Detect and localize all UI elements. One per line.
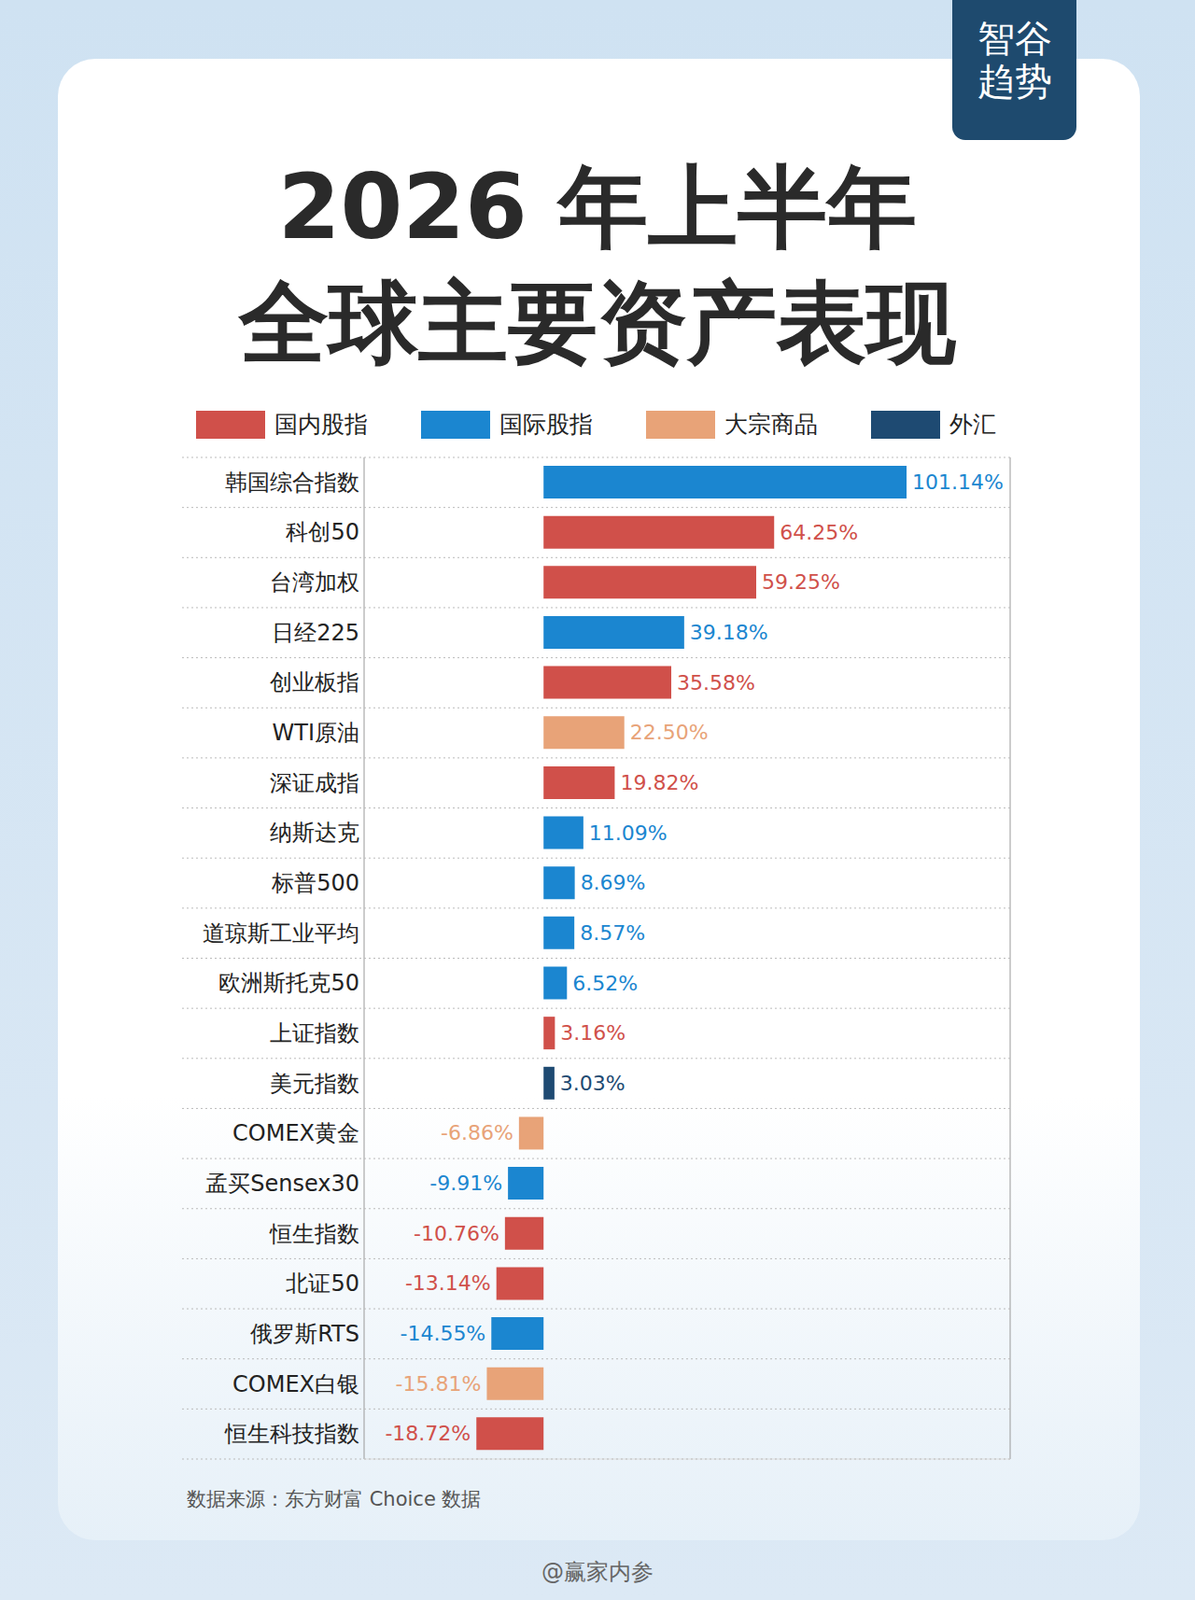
svg-text:8.69%: 8.69% [580,871,647,895]
html-text:数据来源：东方财富 Choice 数据: 数据来源：东方财富 Choice 数据 [186,1488,482,1511]
html-text:国际股指: 国际股指 [499,410,593,438]
svg-text:恒生科技指数: 恒生科技指数 [224,1420,360,1448]
svg-text:WTI原油: WTI原油 [272,719,360,746]
svg-text:3.16%: 3.16% [560,1021,626,1045]
html-text:国内股指: 国内股指 [274,410,368,438]
svg-text:上证指数: 上证指数 [269,1020,360,1047]
svg-text:美元指数: 美元指数 [269,1070,360,1097]
svg-text:-9.91%: -9.91% [429,1171,503,1195]
html-text:智谷趋势: 智谷趋势 [977,16,1052,103]
svg-text:101.14%: 101.14% [912,470,1004,494]
svg-text:标普500: 标普500 [270,870,360,897]
svg-text:-13.14%: -13.14% [405,1271,492,1295]
html-text:@赢家内参: @赢家内参 [541,1559,654,1586]
svg-text:深证成指: 深证成指 [269,770,360,797]
svg-text:纳斯达克: 纳斯达克 [269,819,360,846]
svg-text:台湾加权: 台湾加权 [269,569,360,596]
svg-text:恒生指数: 恒生指数 [268,1221,360,1248]
svg-text:-15.81%: -15.81% [395,1372,482,1396]
svg-text:孟买Sensex30: 孟买Sensex30 [205,1170,360,1197]
svg-text:59.25%: 59.25% [761,570,841,594]
svg-text:-14.55%: -14.55% [399,1321,486,1346]
svg-text:欧洲斯托克50: 欧洲斯托克50 [218,970,360,997]
svg-text:35.58%: 35.58% [676,671,756,695]
svg-text:3.03%: 3.03% [560,1071,626,1096]
svg-text:COMEX白银: COMEX白银 [232,1371,360,1398]
svg-text:COMEX黄金: COMEX黄金 [232,1120,360,1147]
svg-text:道琼斯工业平均: 道琼斯工业平均 [202,920,360,947]
svg-text:64.25%: 64.25% [779,520,858,545]
svg-text:俄罗斯RTS: 俄罗斯RTS [250,1321,360,1348]
html-text:外汇: 外汇 [949,410,997,438]
svg-text:-18.72%: -18.72% [384,1421,471,1446]
svg-text:-10.76%: -10.76% [413,1222,500,1246]
svg-text:韩国综合指数: 韩国综合指数 [224,469,360,496]
html-text:全球主要资产表现: 全球主要资产表现 [239,270,956,376]
svg-text:19.82%: 19.82% [619,771,699,795]
svg-text:11.09%: 11.09% [589,821,668,845]
svg-text:39.18%: 39.18% [689,620,769,645]
svg-text:22.50%: 22.50% [630,720,709,745]
svg-text:创业板指: 创业板指 [269,669,360,696]
svg-text:北证50: 北证50 [285,1270,360,1297]
html-text:大宗商品: 大宗商品 [724,410,818,438]
svg-text:6.52%: 6.52% [572,971,638,996]
svg-text:-6.86%: -6.86% [440,1121,514,1145]
svg-text:8.57%: 8.57% [579,921,646,945]
svg-text:日经225: 日经225 [271,619,360,647]
svg-text:科创50: 科创50 [285,519,360,546]
html-text:2026 年上半年: 2026 年上半年 [277,154,918,260]
